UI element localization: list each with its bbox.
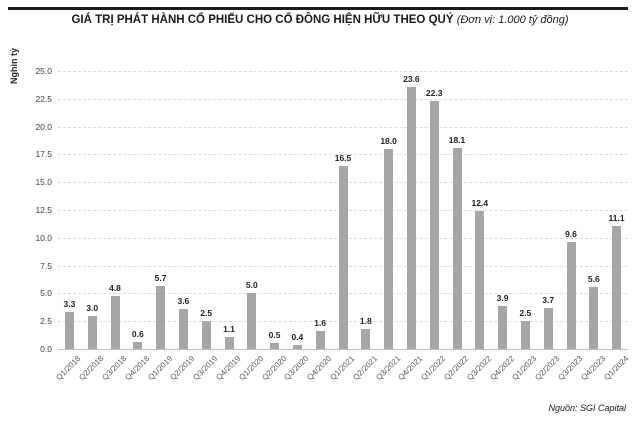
bar-Q1-2018	[64, 312, 74, 349]
y-tick-label: 17.5	[35, 149, 52, 160]
y-tick-label: 10.0	[35, 232, 52, 243]
bar-value-label: 23.6	[403, 73, 420, 84]
bar-value-label: 9.6	[565, 229, 577, 240]
bar-value-label: 5.0	[245, 280, 258, 291]
bar-Q3-2023	[566, 242, 576, 349]
gridline	[58, 126, 628, 128]
bar-value-label: 2.5	[519, 308, 532, 319]
bar-value-label: 3.9	[496, 292, 509, 303]
source-note: Nguồn: SGI Capital	[548, 403, 626, 413]
chart-title: GIÁ TRỊ PHÁT HÀNH CỔ PHIẾU CHO CỔ ĐÔNG H…	[71, 14, 454, 26]
bar-Q4-2020	[315, 331, 325, 349]
bar-Q4-2018	[133, 342, 143, 349]
bar-Q1-2022	[429, 101, 439, 349]
bar-value-label: 12.4	[471, 198, 489, 209]
y-tick-label: 15.0	[35, 177, 52, 188]
chart-unit-note: (Đơn vị: 1.000 tỷ đồng)	[456, 14, 569, 26]
y-tick-label: 5.0	[40, 288, 52, 299]
bar-Q3-2018	[110, 295, 120, 349]
bar-Q1-2019	[156, 285, 166, 349]
bar-value-label: 18.0	[380, 135, 397, 146]
bar-value-label: 5.7	[154, 272, 167, 283]
bar-Q2-2018	[87, 315, 97, 349]
bar-value-label: 11.1	[608, 212, 625, 223]
gridline	[58, 349, 628, 350]
y-tick-label: 0.0	[40, 344, 52, 354]
y-tick-label: 7.5	[40, 260, 52, 271]
plot-area: 0.0 2.5 5.0 7.5 10.0 12.5 15.0 17.5 20.0 22.5 25.0…	[35, 66, 630, 382]
y-tick-label: 2.5	[40, 316, 52, 327]
gridline	[58, 98, 628, 100]
bar-Q2-2020	[270, 343, 280, 349]
bar-value-label: 16.5	[334, 152, 352, 163]
bar-value-label: 0.5	[268, 330, 281, 341]
bar-Q4-2019	[224, 336, 234, 349]
bar-value-label: 3.3	[63, 299, 76, 310]
bar-Q2-2021	[361, 328, 371, 349]
bar-value-label: 1.8	[359, 315, 372, 326]
chart-header: GIÁ TRỊ PHÁT HÀNH CỔ PHIẾU CHO CỔ ĐÔNG H…	[0, 14, 640, 26]
bar-Q3-2022	[475, 211, 485, 349]
y-tick-label: 20.0	[35, 121, 52, 132]
bar-Q1-2024	[612, 225, 622, 349]
y-tick-label: 22.5	[35, 93, 52, 104]
bar-Q3-2020	[292, 344, 302, 349]
bar-Q3-2019	[201, 321, 211, 349]
top-divider	[8, 7, 628, 10]
bar-value-label: 3.6	[177, 295, 190, 306]
gridline	[58, 71, 628, 72]
bar-value-label: 1.6	[314, 318, 327, 329]
bar-Q1-2023	[520, 321, 530, 349]
y-tick-label: 12.5	[35, 205, 52, 215]
bar-Q2-2019	[178, 308, 188, 349]
bar-Q4-2023	[589, 286, 599, 349]
bar-Q2-2022	[452, 147, 462, 349]
bar-Q3-2021	[384, 148, 394, 349]
bar-Q4-2022	[498, 305, 508, 349]
bar-value-label: 22.3	[425, 88, 443, 99]
bar-Q4-2021	[406, 86, 416, 349]
bar-value-label: 0.6	[131, 329, 144, 340]
bar-value-label: 2.5	[200, 308, 213, 319]
bar-value-label: 0.4	[291, 331, 304, 342]
bar-Q1-2021	[338, 165, 348, 349]
bar-value-label: 1.1	[223, 323, 235, 334]
bar-Q2-2023	[543, 307, 553, 349]
bar-value-label: 3.0	[86, 302, 99, 313]
bar-value-label: 18.1	[448, 134, 466, 145]
bar-value-label: 5.6	[587, 273, 600, 284]
bar-value-label: 4.8	[109, 282, 121, 293]
bar-value-label: 3.7	[542, 294, 555, 305]
gridline	[58, 154, 628, 156]
bar-Q1-2020	[247, 293, 257, 349]
y-tick-label: 25.0	[35, 66, 52, 76]
